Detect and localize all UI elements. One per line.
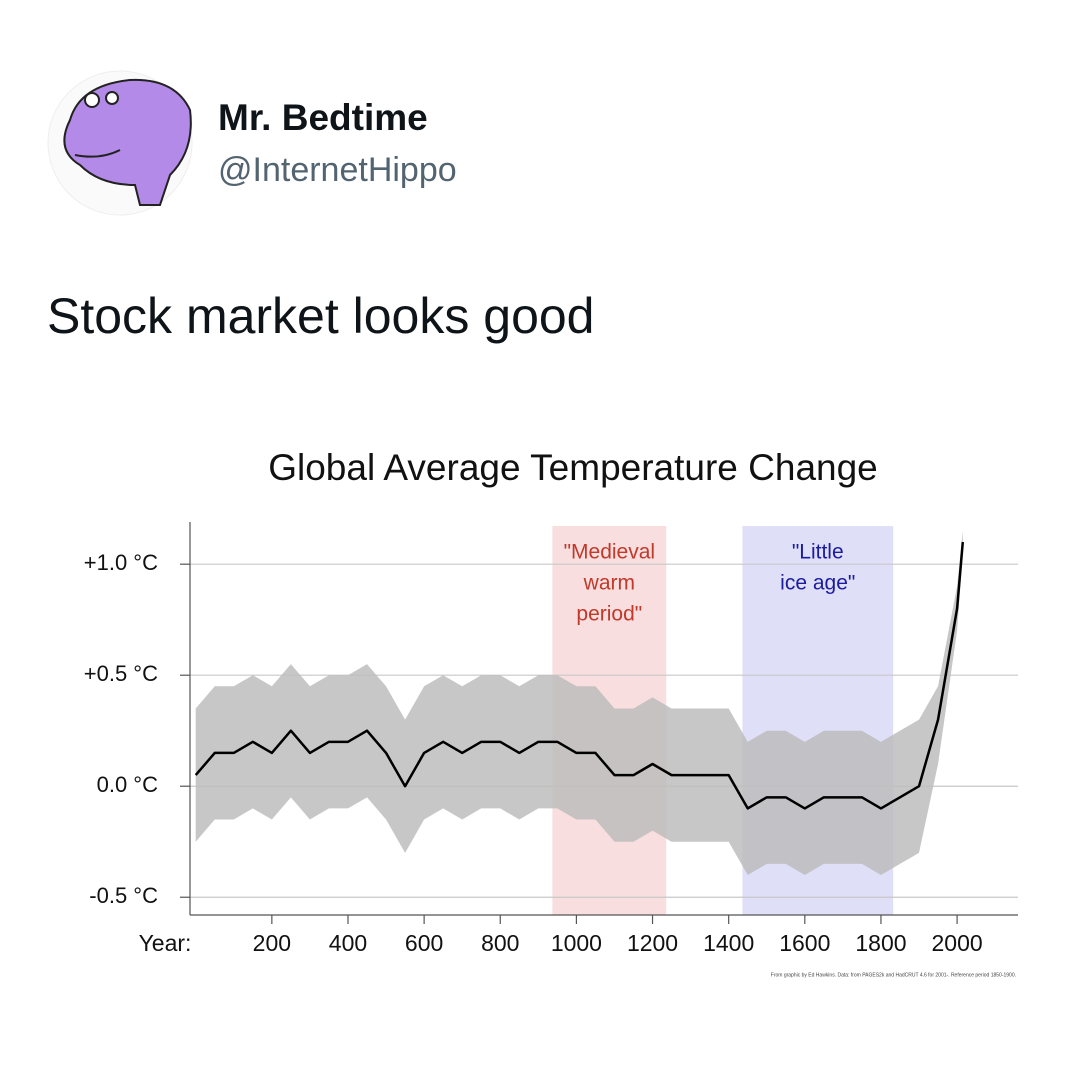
x-tick-label: 800 <box>481 930 519 956</box>
y-tick-label: 0.0 °C <box>97 772 158 797</box>
x-axis-label: Year: <box>139 930 192 956</box>
uncertainty-band <box>195 530 963 876</box>
user-name[interactable]: Mr. Bedtime <box>218 97 428 138</box>
x-tick-label: 200 <box>253 930 291 956</box>
span-label: ice age" <box>780 572 855 595</box>
tweet-text: Stock market looks good <box>47 288 595 344</box>
x-tick-label: 1000 <box>551 930 602 956</box>
span-label: "Little <box>792 541 844 564</box>
y-tick-label: +1.0 °C <box>84 550 158 575</box>
x-tick-label: 600 <box>405 930 443 956</box>
user-handle[interactable]: @InternetHippo <box>218 151 457 189</box>
x-tick-label: 400 <box>329 930 367 956</box>
x-tick-label: 2000 <box>932 930 983 956</box>
x-tick-label: 1600 <box>779 930 830 956</box>
x-tick-label: 1400 <box>703 930 754 956</box>
temperature-line <box>194 541 965 810</box>
avatar[interactable] <box>47 70 193 216</box>
chart-title: Global Average Temperature Change <box>268 447 878 488</box>
credit: From graphic by Ed Hawkins. Data: from P… <box>771 972 1016 978</box>
y-tick-label: -0.5 °C <box>89 883 158 908</box>
span-label: warm <box>583 572 635 595</box>
x-tick-label: 1200 <box>627 930 678 956</box>
span-label: period" <box>576 603 642 626</box>
y-tick-label: +0.5 °C <box>84 661 158 686</box>
x-tick-label: 1800 <box>855 930 906 956</box>
span-label: "Medieval <box>564 541 656 564</box>
chart: Global Average Temperature Change Year: … <box>84 447 1018 978</box>
